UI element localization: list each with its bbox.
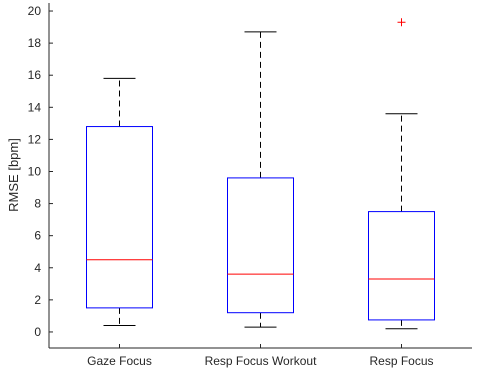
box [368, 211, 435, 321]
x-tick-label: Gaze Focus [87, 354, 152, 368]
box-group [86, 77, 153, 327]
box-group [227, 31, 294, 328]
y-tick-label: 18 [28, 36, 42, 50]
boxes [86, 18, 435, 330]
y-ticks: 0 2 4 6 8 10 12 14 16 18 20 [28, 4, 53, 339]
y-axis-label: RMSE [bpm] [6, 138, 21, 212]
y-tick-label: 8 [34, 197, 41, 211]
x-tick-label: Resp Focus [369, 354, 433, 368]
y-tick-label: 12 [28, 132, 42, 146]
y-tick-label: 20 [28, 4, 42, 18]
y-tick-label: 4 [34, 261, 41, 275]
x-tick-label: Resp Focus Workout [205, 354, 317, 368]
y-tick-label: 10 [28, 164, 42, 178]
box-group [368, 18, 435, 330]
box [227, 177, 294, 314]
box [86, 126, 153, 309]
y-tick-label: 6 [34, 229, 41, 243]
y-tick-label: 14 [28, 100, 42, 114]
y-tick-label: 0 [34, 325, 41, 339]
x-ticks: Gaze Focus Resp Focus Workout Resp Focus [87, 344, 434, 368]
y-tick-label: 2 [34, 293, 41, 307]
y-tick-label: 16 [28, 68, 42, 82]
